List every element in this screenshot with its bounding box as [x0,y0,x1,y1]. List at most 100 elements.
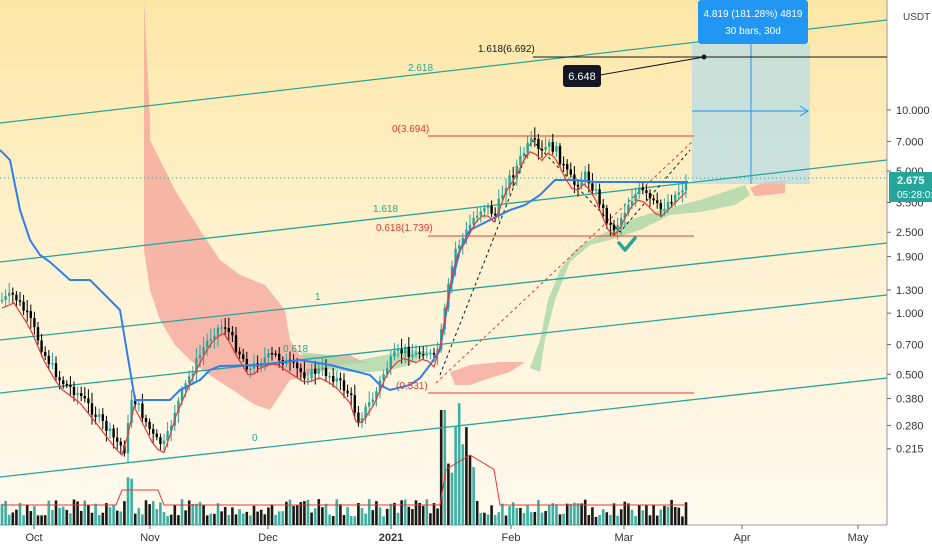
volume-bar [187,500,191,525]
volume-bar [681,516,684,525]
candle-body [94,414,97,417]
volume-bar [213,513,216,525]
candle-body [76,393,79,396]
volume-bar [583,499,587,525]
candle-body [645,190,648,194]
candle-body [80,393,83,397]
volume-ma-line [2,454,686,506]
volume-bar [461,444,465,525]
candle-body [65,383,68,386]
candle-body [90,403,94,415]
candle-body [468,224,472,230]
volume-bar [173,505,177,525]
candle-body [33,318,36,328]
candle-body [476,215,479,218]
volume-bar [623,501,627,525]
candle-body [188,376,191,384]
candle-body [429,352,432,355]
volume-bar [191,503,195,525]
volume-bar [328,514,331,525]
candle-body [224,327,227,329]
volume-bar [403,499,407,525]
tenkan-line [1,151,687,457]
volume-bar [360,507,364,525]
candle-body [18,300,22,302]
volume-bar [65,509,69,525]
volume-bar [119,511,123,525]
volume-bar [666,506,670,525]
volume-bar [558,514,562,525]
candle-body [598,189,601,205]
candle-body [346,390,349,394]
volume-bar [465,427,468,525]
volume-bar [367,499,371,525]
fib-label-0: 0(3.694) [392,124,429,135]
volume-bar [151,501,155,525]
candle-body [170,425,173,431]
volume-bar [144,500,148,525]
candle-body [602,204,605,208]
candle-body [393,350,396,357]
volume-bar [537,499,540,525]
candle-body [332,375,335,382]
candle-body [666,202,670,210]
price-axis-background [887,0,932,550]
candle-body [141,403,144,419]
candle-body [26,310,29,313]
price-tick-label: 10.000 [896,105,930,117]
volume-bar [573,502,576,525]
volume-bar [112,504,115,525]
volume-bar [94,503,97,525]
volume-bar [641,510,645,525]
price-tick-label: 0.280 [896,420,924,432]
volume-bar [663,505,666,525]
volume-bar [659,509,663,525]
candle-body [659,203,662,210]
candle-body [425,353,428,356]
volume-bar [162,512,166,525]
candle-body [209,339,212,341]
volume-bar [58,507,61,525]
price-tick-label: 0.215 [896,444,924,456]
moving-averages [0,149,688,457]
time-tick-label: 2021 [379,532,403,544]
candle-body [386,368,389,375]
volume-bar [501,503,504,525]
candle-body [584,171,587,181]
time-axis[interactable]: Oct Nov Dec 2021 Feb Mar Apr May [25,525,869,544]
candle-body [47,355,50,365]
candle-body [479,211,482,216]
volume-bar [616,515,619,525]
volume-bar [533,511,537,525]
candle-body [364,406,367,419]
volume-bar [270,504,274,525]
candle-body [515,165,518,177]
volume-bar [51,509,54,525]
volume-bar [457,403,461,525]
volume-bar [655,515,659,525]
target-info-box [698,0,808,44]
candle-body [368,402,371,407]
candle-body [339,378,342,381]
volume-bar [0,503,4,525]
volume-bar [576,503,580,525]
candle-body [321,367,324,370]
candle-body [213,335,216,340]
volume-bar [267,507,270,525]
volume-bar [180,499,184,525]
volume-bar [652,504,655,525]
candle-body [108,428,112,431]
candle-body [350,393,353,396]
candle-body [501,194,504,199]
volume-bar [472,467,475,525]
candle-body [29,311,32,319]
volume-bar [166,516,169,525]
current-price-tag [889,172,932,202]
volume-bar [393,502,396,525]
volume-bar [4,501,7,525]
volume-bar [234,514,238,525]
volume-bar [216,503,220,525]
volume-bar [141,514,144,525]
candle-body [51,363,54,365]
